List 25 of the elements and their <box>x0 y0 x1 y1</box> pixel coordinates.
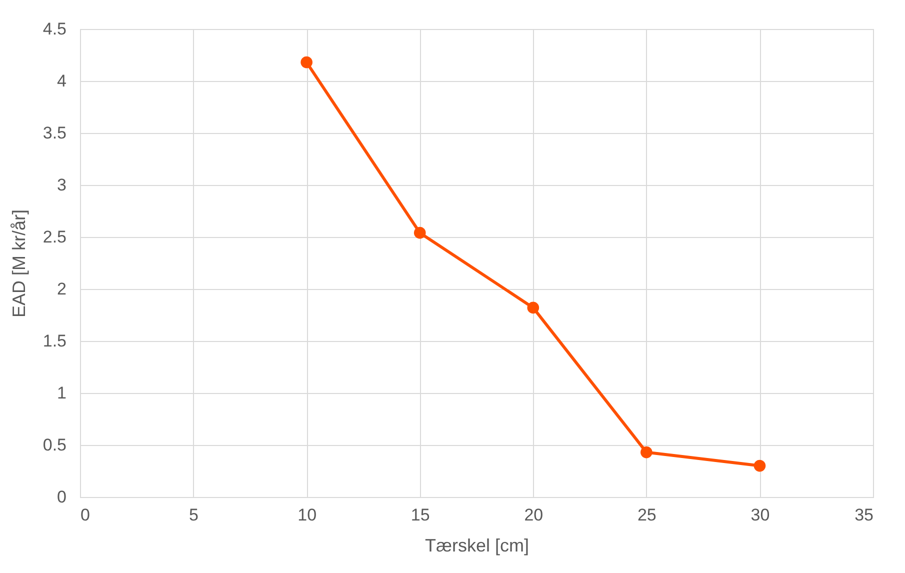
y-tick-label: 4.5 <box>42 20 66 38</box>
y-tick-label: 1 <box>57 384 66 402</box>
x-tick-label: 5 <box>189 506 199 524</box>
y-tick-label: 0.5 <box>42 436 66 454</box>
y-tick-label: 4 <box>57 72 66 90</box>
x-tick-label: 15 <box>410 506 430 524</box>
y-axis-title: EAD [M kr/år] <box>8 209 29 318</box>
y-tick-label: 1.5 <box>42 332 66 350</box>
x-tick-label: 10 <box>298 506 317 524</box>
y-tick-label: 3 <box>57 176 66 194</box>
point <box>527 302 540 314</box>
x-tick-label: 35 <box>854 506 874 524</box>
x-tick-label: 20 <box>524 506 544 524</box>
x-tick-label: 25 <box>637 506 656 524</box>
y-tick-label: 2 <box>57 280 66 298</box>
point <box>414 226 426 239</box>
point <box>640 446 652 458</box>
x-tick-label: 30 <box>750 506 770 524</box>
x-axis-title: Tærskel [cm] <box>424 536 530 556</box>
point <box>300 56 312 68</box>
x-tick-label: 0 <box>80 506 90 524</box>
point <box>754 460 766 472</box>
y-tick-label: 0 <box>57 488 66 506</box>
y-tick-label: 3.5 <box>42 124 66 142</box>
y-tick-label: 2.5 <box>42 228 66 246</box>
